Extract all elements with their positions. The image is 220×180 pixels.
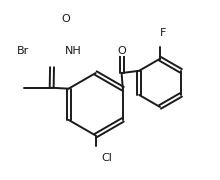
Text: F: F — [160, 28, 166, 38]
Text: NH: NH — [65, 46, 82, 56]
Text: O: O — [62, 14, 71, 24]
Text: O: O — [117, 46, 126, 56]
Text: Cl: Cl — [101, 153, 112, 163]
Text: Br: Br — [16, 46, 29, 56]
